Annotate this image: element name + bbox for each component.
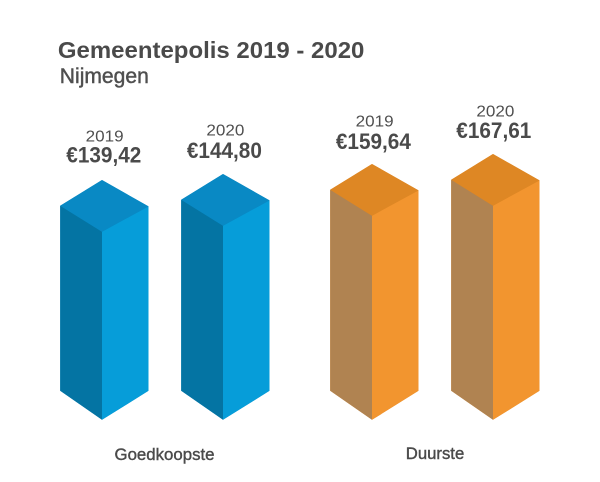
svg-text:Goedkoopste: Goedkoopste: [115, 446, 215, 464]
svg-text:Nijmegen: Nijmegen: [60, 65, 149, 88]
svg-text:€144,80: €144,80: [187, 138, 262, 163]
svg-text:€167,61: €167,61: [456, 118, 531, 143]
svg-text:€139,42: €139,42: [66, 143, 141, 168]
svg-text:2020: 2020: [476, 103, 514, 120]
svg-text:2020: 2020: [206, 123, 244, 140]
svg-text:Duurste: Duurste: [406, 445, 465, 463]
svg-text:2019: 2019: [86, 129, 124, 146]
svg-text:Gemeentepolis 2019 - 2020: Gemeentepolis 2019 - 2020: [58, 37, 365, 63]
svg-text:€159,64: €159,64: [336, 129, 412, 154]
svg-text:2019: 2019: [356, 113, 394, 130]
